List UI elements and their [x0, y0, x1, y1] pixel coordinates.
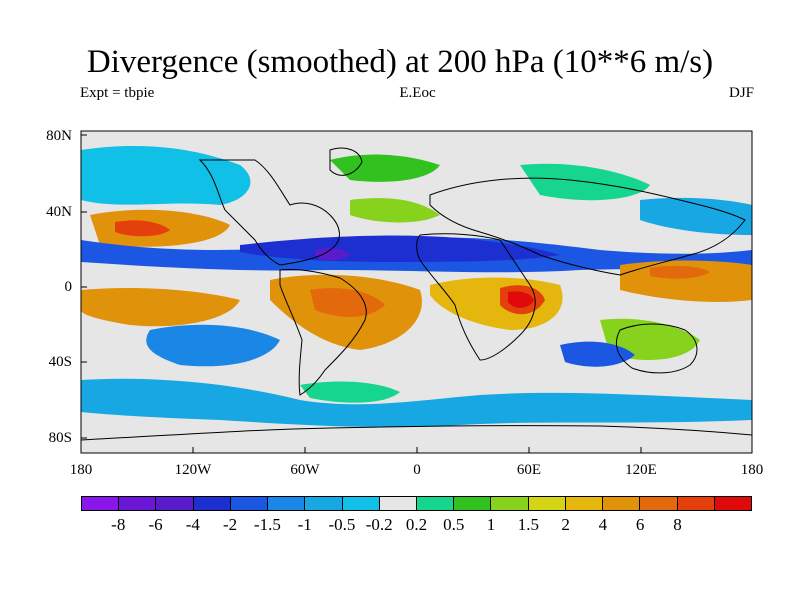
coastlines — [81, 147, 752, 441]
colorbar-label: -2 — [223, 515, 238, 534]
field-blue-north-pacific — [81, 145, 251, 205]
lat-label-0: 0 — [64, 279, 73, 295]
lon-label-180e: 180 — [740, 462, 764, 478]
colorbar-label: -0.2 — [365, 515, 393, 534]
colorbar-swatch — [640, 497, 678, 510]
field-orange-south-pacific — [81, 288, 240, 327]
lat-label-80n: 80N — [46, 128, 72, 144]
coast-greenland — [329, 147, 363, 176]
colorbar-swatch — [379, 497, 417, 510]
field-green-arctic — [330, 154, 440, 182]
colorbar-label: -1 — [297, 515, 312, 534]
colorbar-swatch — [156, 497, 194, 510]
colorbar-label: 8 — [673, 515, 682, 534]
colorbar-label: 1.5 — [517, 515, 539, 534]
colorbar-swatch — [565, 497, 604, 510]
colorbar-label: 1 — [486, 515, 496, 534]
lon-label-60w: 60W — [290, 462, 320, 478]
colorbar-swatch — [714, 497, 751, 510]
colorbar-swatch — [454, 497, 492, 510]
field-red-indo-pacific — [650, 265, 710, 279]
colorbar-label: -6 — [148, 515, 163, 534]
coast-eurasia — [429, 177, 746, 276]
colorbar-swatch — [342, 497, 380, 510]
lon-label-120e: 120E — [625, 462, 657, 478]
coast-north-america — [198, 159, 340, 266]
lat-label-40n: 40N — [46, 204, 72, 220]
field-darkred-east-africa — [508, 291, 534, 308]
field-red-north-pacific — [115, 220, 170, 237]
season-label: DJF — [728, 85, 754, 101]
plot-title: Divergence (smoothed) at 200 hPa (10**6 … — [86, 44, 714, 80]
colorbar-swatch — [82, 497, 120, 510]
colorbar-swatch — [491, 497, 529, 510]
colorbar-label: 6 — [635, 515, 645, 534]
field-green-southern-ocean — [300, 381, 400, 403]
coast-australia — [616, 323, 698, 374]
colorbar-label: -4 — [185, 515, 200, 534]
colorbar-label: -1.5 — [253, 515, 281, 534]
lon-label-120w: 120W — [174, 462, 212, 478]
field-cyan-south — [81, 378, 752, 428]
case-label: E.Eoc — [399, 85, 436, 101]
divergence-field — [81, 131, 752, 453]
field-blue-south-pacific — [146, 324, 280, 367]
colorbar-swatch — [416, 497, 455, 510]
lon-label-60e: 60E — [516, 462, 542, 478]
colorbar-label: 0.2 — [405, 515, 428, 534]
field-blue-pacific-north — [640, 197, 752, 235]
experiment-label: Expt = tbpie — [80, 85, 155, 101]
colorbar-label: -8 — [111, 515, 126, 534]
coast-antarctica — [81, 425, 752, 441]
colorbar-swatch — [268, 497, 306, 510]
lat-label-80s: 80S — [48, 430, 72, 446]
lon-label-180w: 180 — [69, 462, 93, 478]
coast-south-america — [279, 269, 367, 396]
axis-ticks — [81, 134, 642, 453]
colorbar-label: 2 — [561, 515, 570, 534]
colorbar-swatch — [305, 497, 343, 510]
colorbar-label: 4 — [598, 515, 608, 534]
lon-label-0: 0 — [413, 462, 421, 478]
colorbar-swatch — [119, 497, 157, 510]
colorbar — [81, 496, 752, 511]
colorbar-label: 0.5 — [443, 515, 465, 534]
field-purple-core — [315, 247, 350, 261]
lat-label-40s: 40S — [48, 354, 72, 370]
coast-africa — [416, 233, 536, 361]
colorbar-swatch — [528, 497, 566, 510]
colorbar-label: -0.5 — [328, 515, 356, 534]
field-green-mid-atlantic — [350, 198, 440, 223]
colorbar-swatch — [230, 497, 269, 510]
colorbar-swatch — [603, 497, 641, 510]
colorbar-swatch — [677, 497, 715, 510]
colorbar-swatch — [193, 497, 231, 510]
